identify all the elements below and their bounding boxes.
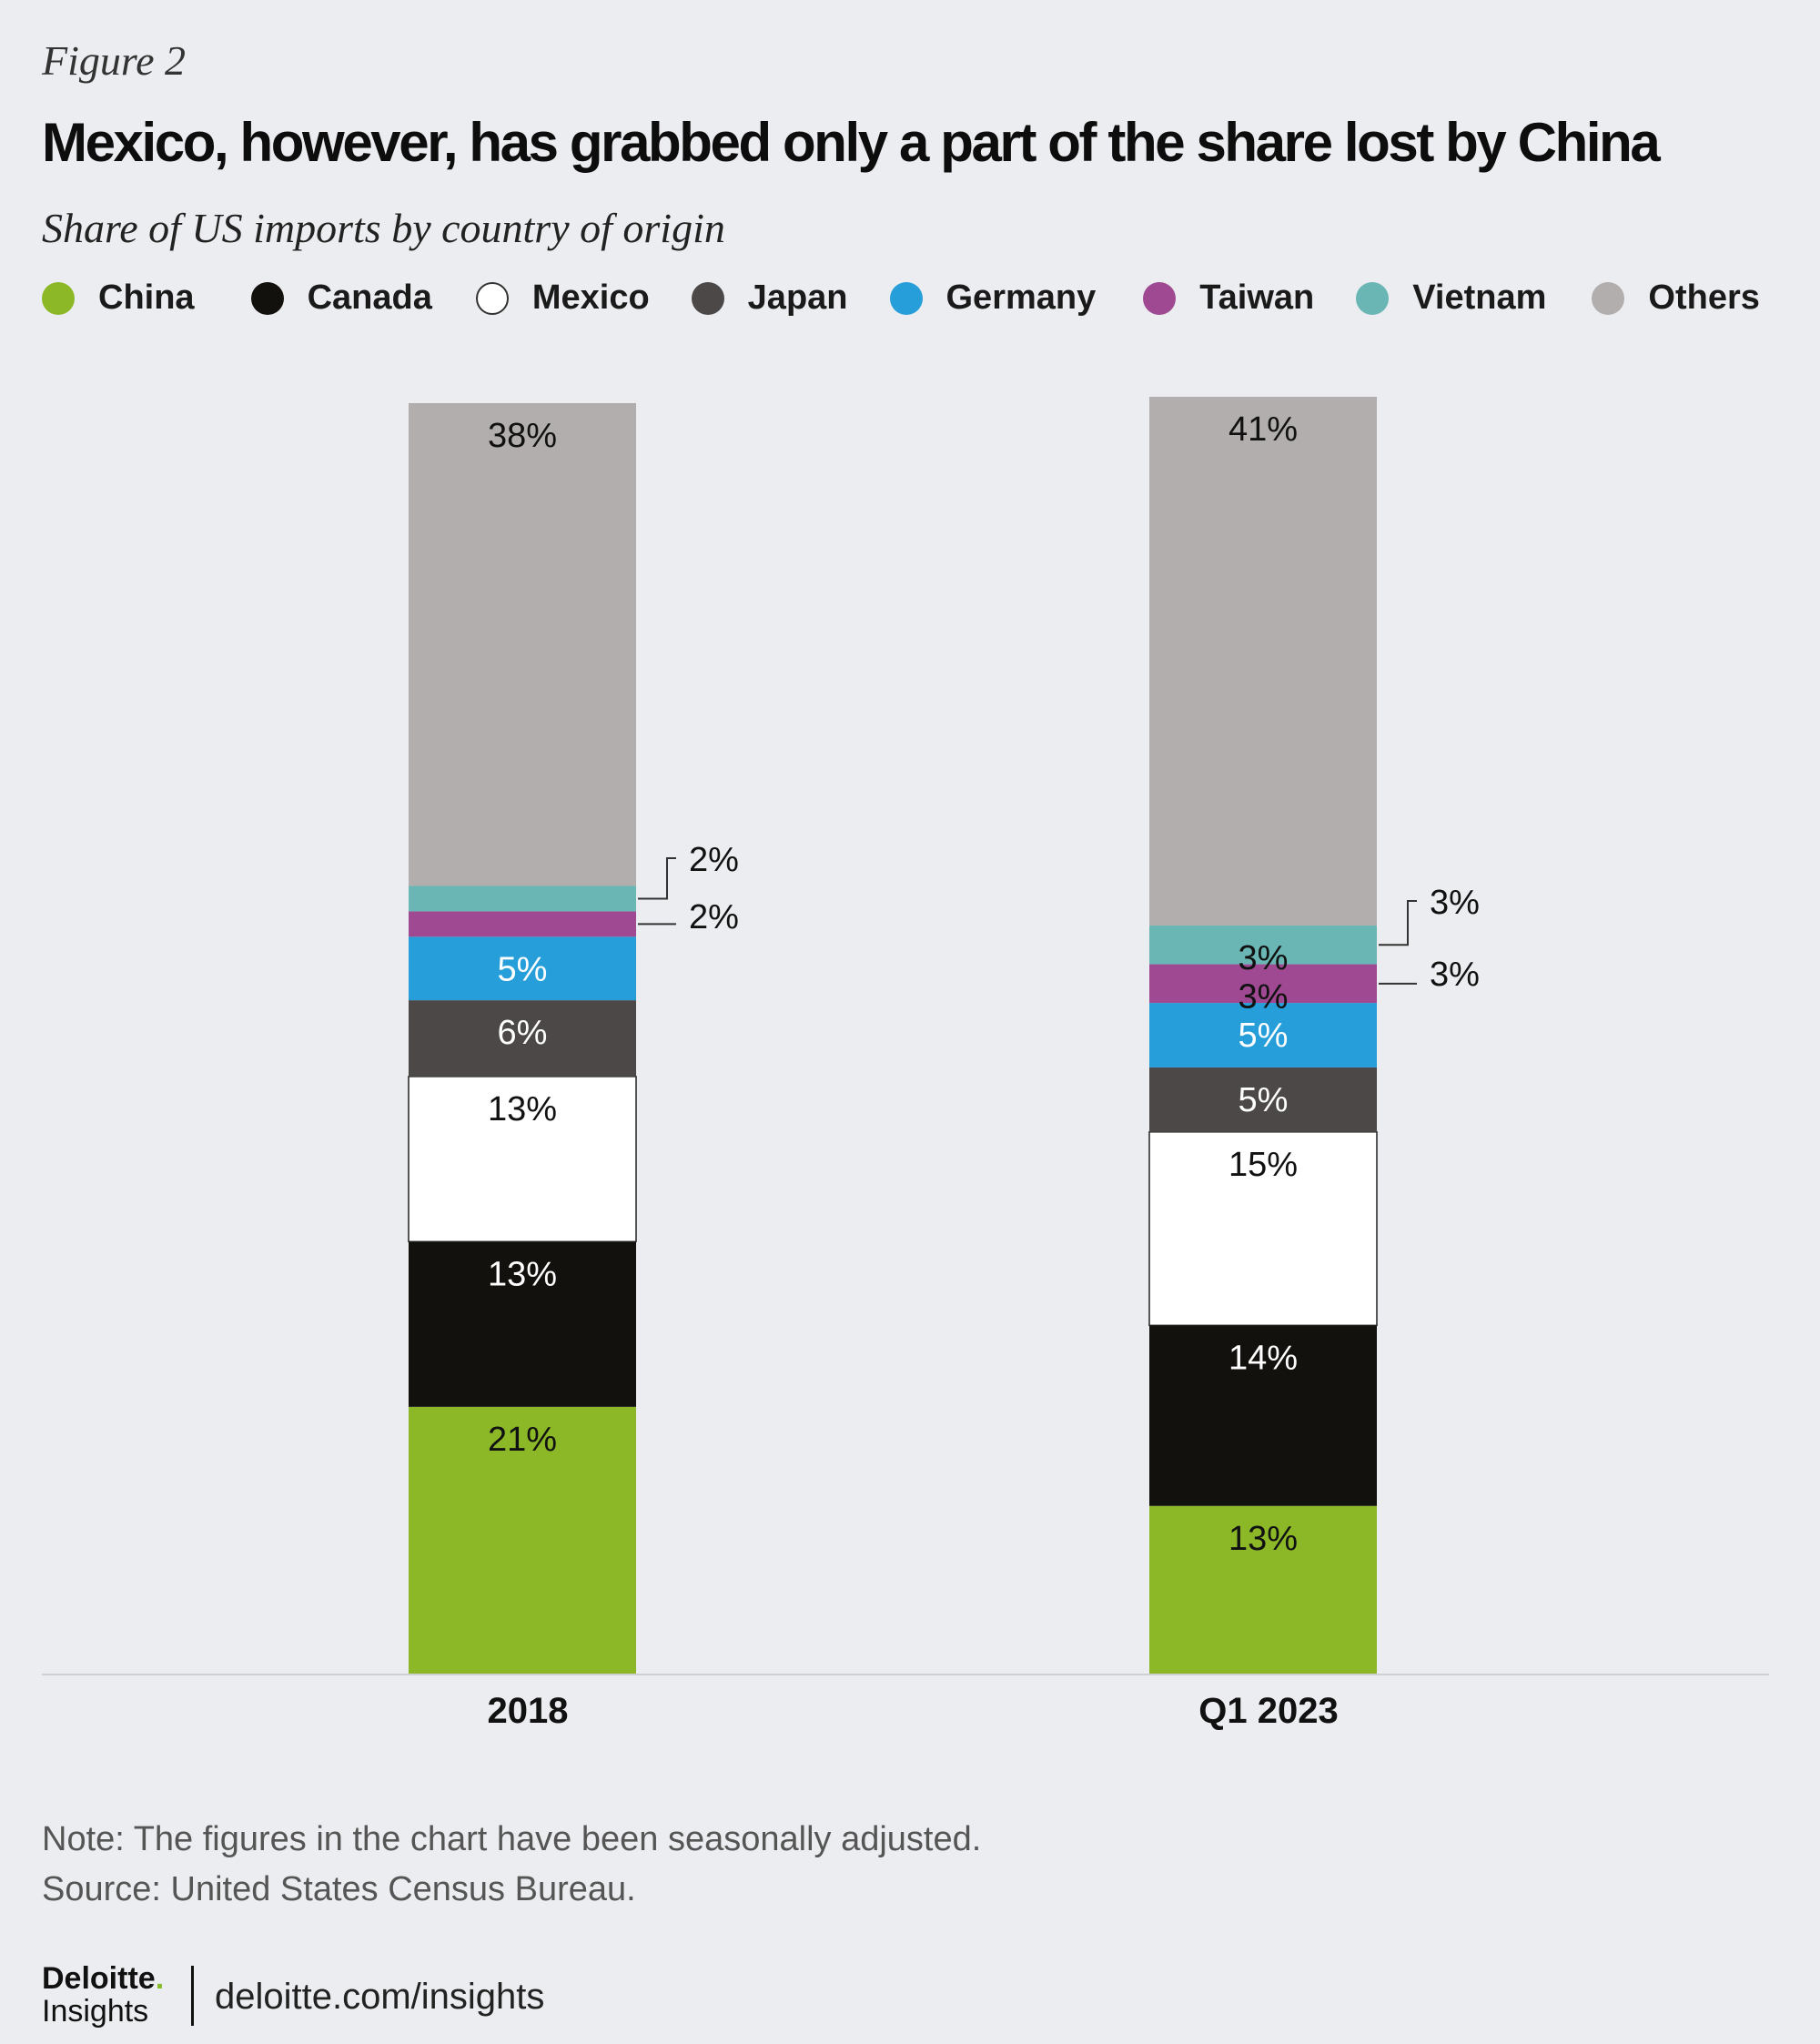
- logo-sub: Insights: [42, 1994, 149, 2029]
- legend-label-japan: Japan: [747, 278, 848, 317]
- logo-brand: Deloitte.: [42, 1961, 165, 1996]
- callout-line-vietnam-0: [638, 857, 676, 900]
- data-label-mexico-1: 15%: [1228, 1146, 1298, 1184]
- bar-segment-mexico-1: [1148, 1131, 1378, 1327]
- legend-item-china: China: [42, 278, 195, 318]
- legend-item-others: Others: [1592, 278, 1760, 318]
- data-label-japan-0: 6%: [498, 1014, 548, 1052]
- legend-label-canada: Canada: [307, 278, 432, 317]
- chart-subtitle: Share of US imports by country of origin: [42, 205, 725, 251]
- x-tick-label-1: Q1 2023: [1198, 1691, 1338, 1731]
- legend-swatch-germany: [889, 281, 923, 315]
- logo-divider: [191, 1966, 194, 2026]
- bar-segment-china-0: [409, 1406, 636, 1674]
- bar-segment-vietnam-1: [1149, 926, 1377, 965]
- data-label-vietnam-0: 2%: [689, 841, 739, 879]
- data-label-canada-1: 14%: [1228, 1339, 1298, 1377]
- data-label-japan-1: 5%: [1239, 1081, 1289, 1119]
- legend-label-mexico: Mexico: [531, 278, 650, 317]
- legend-label-vietnam: Vietnam: [1412, 278, 1547, 317]
- data-label-germany-0: 5%: [498, 950, 548, 988]
- data-label-vietnam-1: 3%: [1239, 939, 1289, 977]
- bar-segment-germany-0: [409, 936, 636, 1001]
- chart-title: Mexico, however, has grabbed only a part…: [42, 112, 1661, 173]
- data-label-others-1: 41%: [1228, 410, 1298, 449]
- legend-item-mexico: Mexico: [475, 278, 650, 318]
- legend-swatch-mexico: [475, 281, 509, 315]
- legend-swatch-japan: [691, 281, 724, 315]
- data-label-mexico-0: 13%: [488, 1090, 557, 1128]
- bar-segment-canada-0: [409, 1241, 636, 1407]
- legend-item-canada: Canada: [250, 278, 432, 318]
- stacked-bar-chart: 21%13%13%6%5%38%2%2%201813%14%15%5%5%3%3…: [42, 397, 1769, 1731]
- data-label-china-0: 21%: [488, 1421, 557, 1459]
- data-label-germany-1: 5%: [1239, 1017, 1289, 1055]
- site-url-link[interactable]: deloitte.com/insights: [215, 1977, 545, 2017]
- legend-swatch-canada: [250, 281, 284, 315]
- bar-segment-others-0: [409, 403, 636, 886]
- legend-label-others: Others: [1648, 278, 1760, 317]
- legend-item-taiwan: Taiwan: [1143, 278, 1314, 318]
- callout-line-vietnam-1: [1379, 900, 1417, 946]
- data-label-others-0: 38%: [488, 417, 557, 455]
- bar-segment-canada-1: [1149, 1325, 1377, 1506]
- bar-segment-japan-1: [1149, 1067, 1377, 1132]
- legend-swatch-vietnam: [1356, 281, 1390, 315]
- data-label-taiwan-1: 3%: [1239, 978, 1289, 1017]
- bar-segment-japan-0: [409, 1000, 636, 1077]
- data-label-taiwan-0: 2%: [689, 898, 739, 936]
- figure-label: Figure 2: [42, 37, 186, 84]
- legend-swatch-china: [42, 281, 75, 315]
- legend-swatch-others: [1592, 281, 1625, 315]
- data-label-china-1: 13%: [1228, 1520, 1298, 1558]
- bar-segment-germany-1: [1149, 1003, 1377, 1068]
- chart-source: Source: United States Census Bureau.: [42, 1870, 636, 1908]
- legend-item-vietnam: Vietnam: [1356, 278, 1546, 318]
- deloitte-insights-logo: Deloitte. Insights: [42, 1963, 164, 2027]
- data-label-vietnam-1: 3%: [1430, 884, 1480, 922]
- chart-note: Note: The figures in the chart have been…: [42, 1820, 982, 1858]
- chart-legend: China Canada Mexico Japan Germany Taiwan Vietn…: [42, 278, 1760, 318]
- data-label-taiwan-1: 3%: [1430, 956, 1480, 994]
- bar-segment-others-1: [1149, 397, 1377, 926]
- legend-item-japan: Japan: [691, 278, 848, 318]
- x-tick-label-0: 2018: [488, 1691, 569, 1731]
- bar-segment-taiwan-0: [409, 911, 636, 937]
- legend-swatch-taiwan: [1143, 281, 1177, 315]
- bar-segment-taiwan-1: [1149, 964, 1377, 1004]
- legend-item-germany: Germany: [889, 278, 1097, 318]
- bar-segment-mexico-0: [408, 1076, 637, 1243]
- legend-label-germany: Germany: [945, 278, 1097, 317]
- bar-segment-vietnam-0: [409, 885, 636, 912]
- legend-label-taiwan: Taiwan: [1199, 278, 1315, 317]
- data-label-canada-0: 13%: [488, 1255, 557, 1293]
- bar-segment-china-1: [1149, 1505, 1377, 1674]
- legend-label-china: China: [98, 278, 195, 317]
